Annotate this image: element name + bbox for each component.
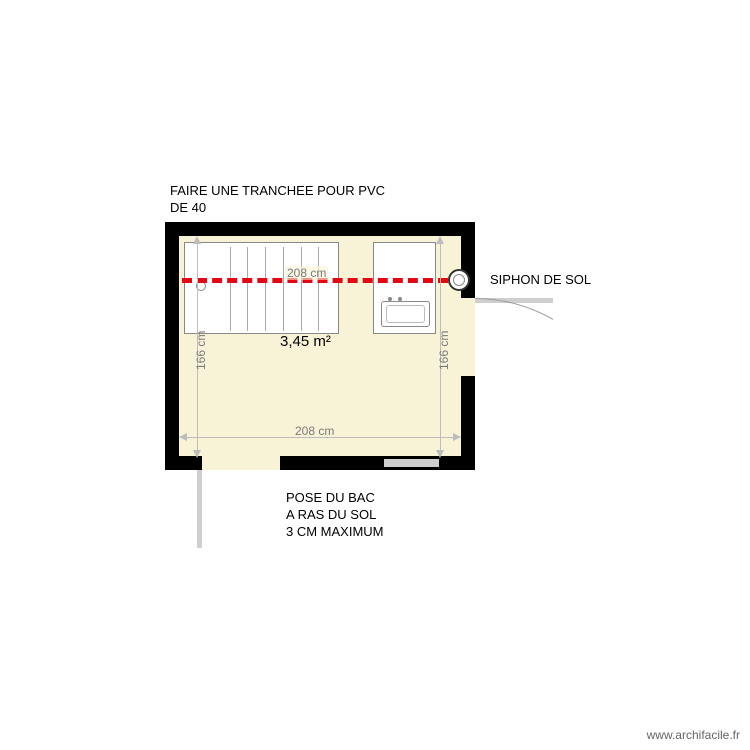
- dim-height-left: 166 cm: [194, 331, 208, 370]
- dim-width-bottom: 208 cm: [295, 424, 334, 438]
- watermark: www.archifacile.fr: [647, 728, 740, 742]
- window-bottom: [384, 459, 439, 467]
- arrow-icon: [179, 433, 187, 441]
- door-right-arc: [475, 298, 631, 454]
- arrow-icon: [193, 236, 201, 244]
- arrow-icon: [436, 236, 444, 244]
- shower-slats: [213, 247, 336, 331]
- tap-icon: [388, 297, 392, 301]
- dim-height-right: 166 cm: [437, 331, 451, 370]
- floorplan-canvas: FAIRE UNE TRANCHEE POUR PVC DE 40: [0, 0, 750, 750]
- bottom-note: POSE DU BAC A RAS DU SOL 3 CM MAXIMUM: [286, 490, 384, 541]
- shower-tray: [184, 242, 339, 334]
- siphon-icon: [448, 269, 470, 291]
- arrow-icon: [193, 450, 201, 458]
- title-note: FAIRE UNE TRANCHEE POUR PVC DE 40: [170, 183, 385, 217]
- siphon-label: SIPHON DE SOL: [490, 272, 591, 289]
- tap-icon: [398, 297, 402, 301]
- door-bottom-gap: [202, 456, 280, 470]
- door-right-gap: [461, 298, 475, 376]
- arrow-icon: [453, 433, 461, 441]
- basin: [381, 301, 430, 327]
- vanity-cabinet: [373, 242, 436, 334]
- door-bottom-leaf: [197, 470, 202, 548]
- dim-width-top: 208 cm: [285, 266, 328, 280]
- door-bottom-arc: [124, 470, 280, 626]
- area-label: 3,45 m²: [280, 332, 331, 352]
- arrow-icon: [436, 450, 444, 458]
